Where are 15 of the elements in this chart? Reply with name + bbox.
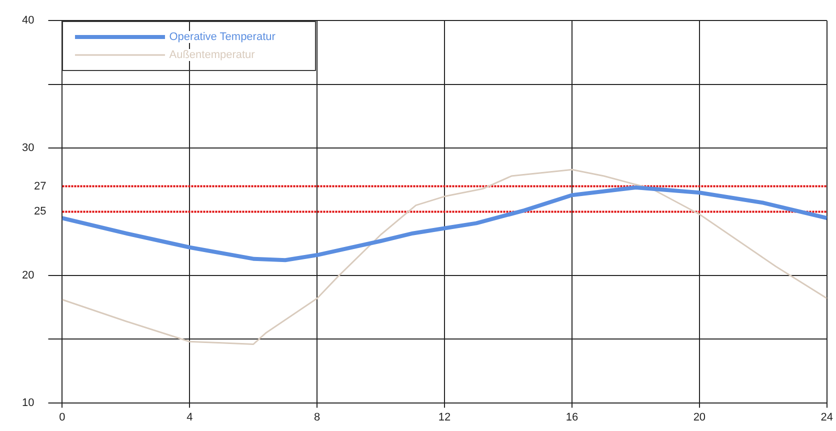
ref-line-label: 27 xyxy=(34,180,46,192)
x-tick-label: 24 xyxy=(820,411,834,424)
x-tick-label: 20 xyxy=(693,411,706,424)
y-tick-label: 20 xyxy=(22,269,34,282)
x-tick-label: 16 xyxy=(566,411,578,424)
x-tick-label: 12 xyxy=(438,411,451,424)
x-tick-label: 0 xyxy=(59,411,66,424)
y-tick-label: 30 xyxy=(22,142,34,154)
y-tick-label: 40 xyxy=(22,14,34,27)
x-tick-label: 8 xyxy=(314,411,320,424)
ref-line-label: 25 xyxy=(34,206,46,218)
text: Operative Temperatur xyxy=(169,30,276,43)
x-tick-label: 4 xyxy=(186,411,193,424)
text: Außentemperatur xyxy=(169,48,255,61)
y-tick-label: 10 xyxy=(22,396,34,409)
